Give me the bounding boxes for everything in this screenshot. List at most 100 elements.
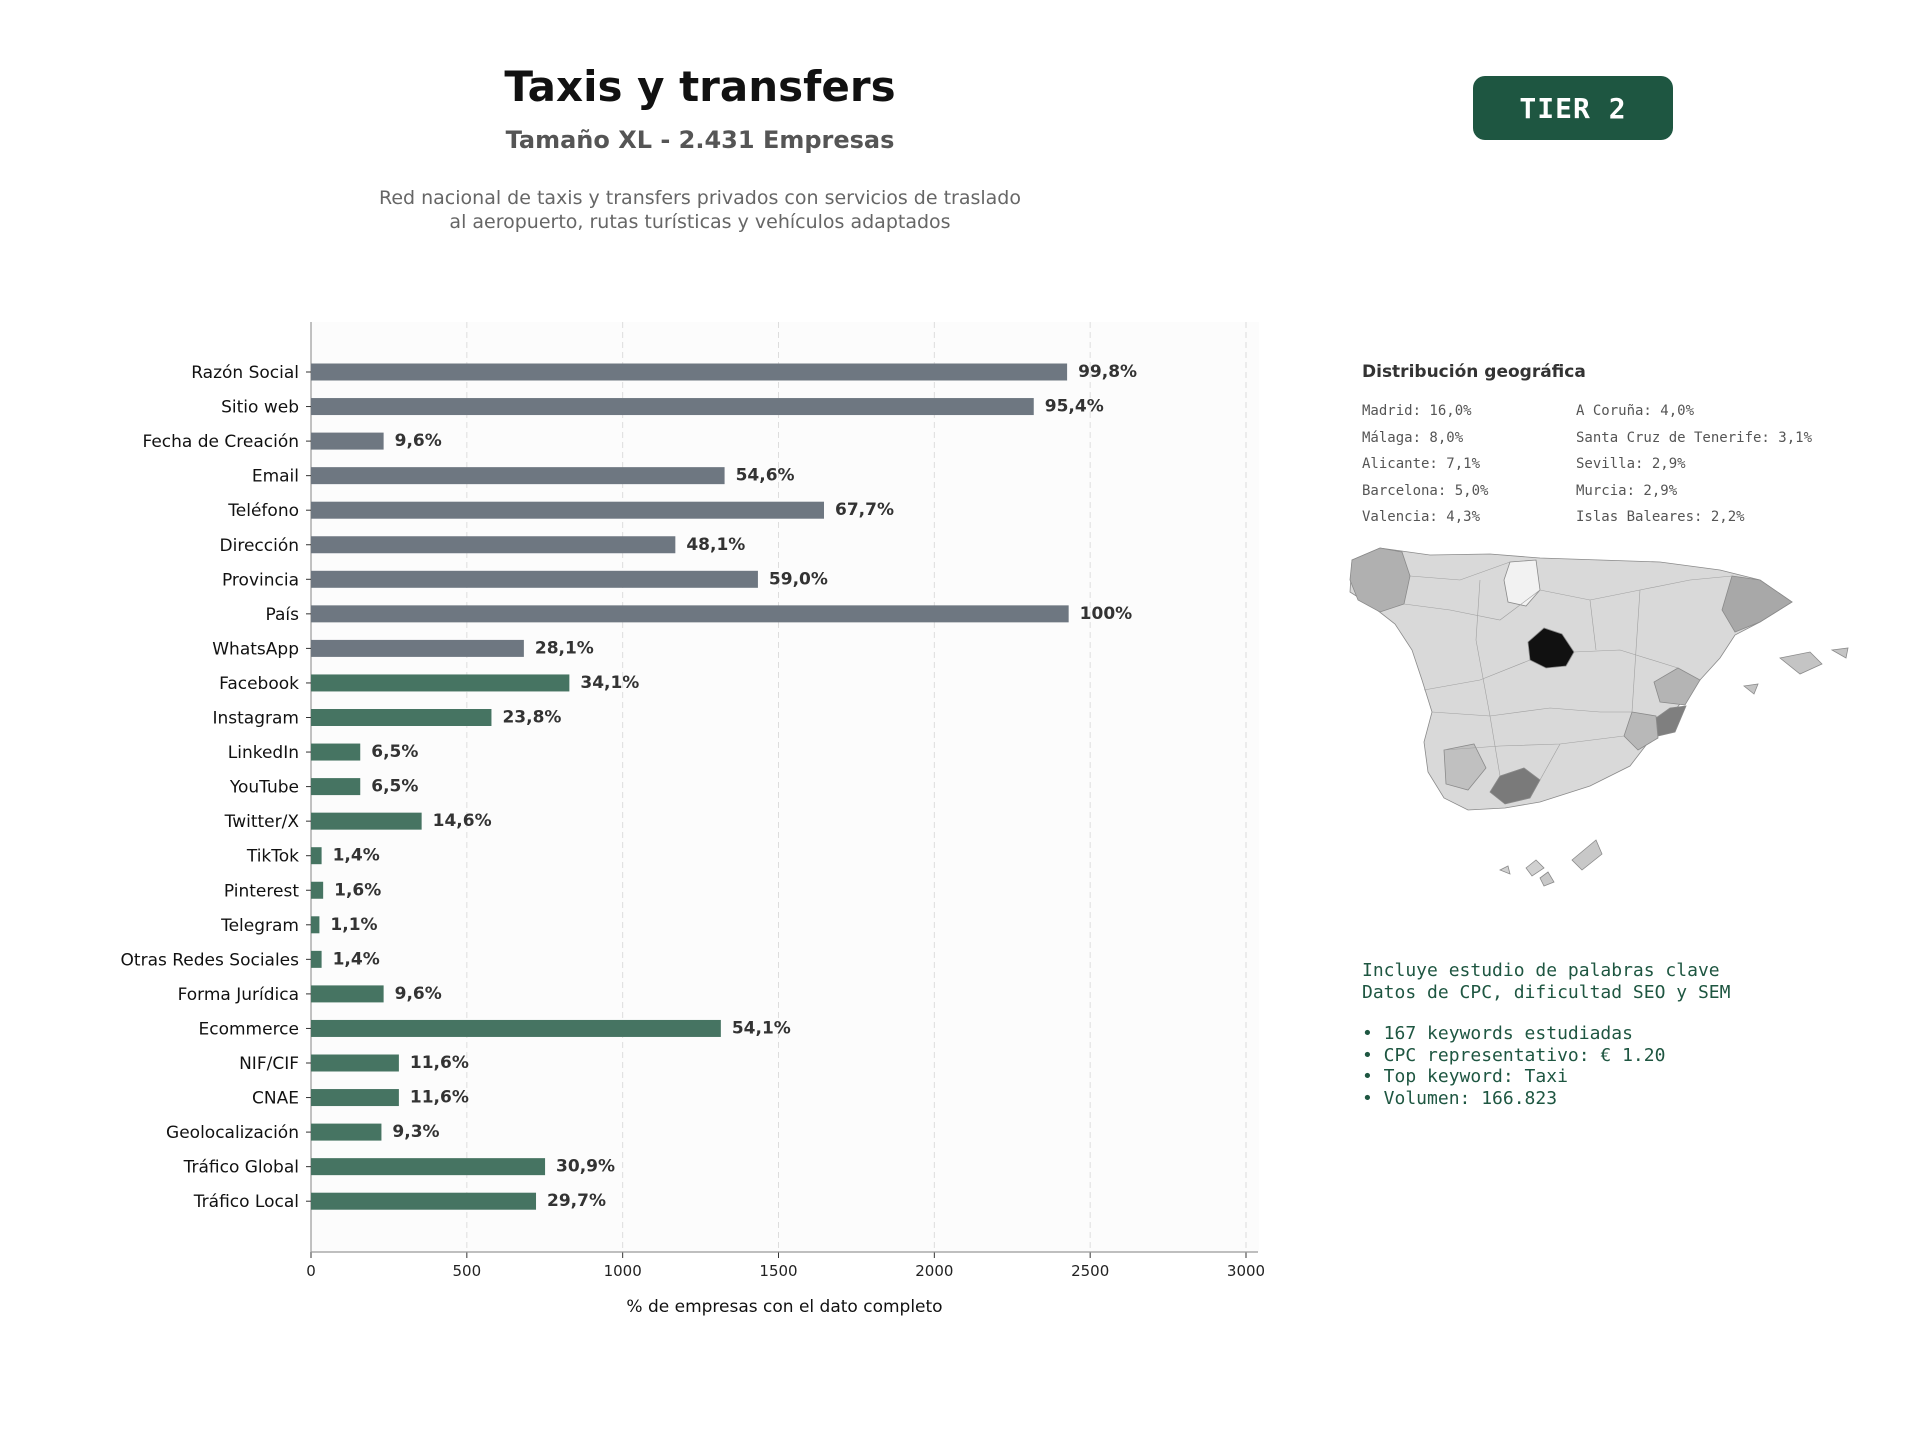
category-label: Email (252, 467, 299, 487)
data-label: 100% (1080, 604, 1133, 624)
category-label: Geolocalización (166, 1123, 299, 1143)
geo-entry: Barcelona: 5,0% (1362, 482, 1489, 499)
bar (311, 709, 492, 726)
keywords-line-2: Datos de CPC, dificultad SEO y SEM (1362, 981, 1731, 1003)
category-label: Ecommerce (199, 1019, 300, 1039)
geo-entry: Santa Cruz de Tenerife: 3,1% (1576, 429, 1813, 446)
completeness-bar-chart: 0 500 1000 1500 2000 2500 3000 Razón Social 99,8… (121, 322, 1265, 1317)
bar (311, 363, 1068, 381)
category-label: Dirección (220, 536, 299, 556)
data-label: 54,6% (736, 466, 795, 486)
geo-list-right: A Coruña: 4,0% Santa Cruz de Tenerife: 3… (1576, 398, 1812, 531)
map-north-pale (1503, 559, 1541, 607)
geo-entry: A Coruña: 4,0% (1576, 403, 1695, 419)
keywords-bullet: • Top keyword: Taxi (1362, 1066, 1568, 1087)
data-label: 99,8% (1078, 362, 1137, 382)
x-tick-label: 2500 (1071, 1262, 1109, 1280)
data-label: 14,6% (433, 811, 492, 831)
geo-entry: Valencia: 4,3% (1362, 509, 1481, 525)
category-label: CNAE (252, 1089, 299, 1109)
description-line-2: al aeropuerto, rutas turísticas y vehícu… (449, 211, 951, 233)
map-baleares-1 (1779, 651, 1823, 675)
category-label: Pinterest (224, 881, 299, 901)
x-tick-label: 3000 (1227, 1262, 1265, 1280)
x-axis-label: % de empresas con el dato completo (626, 1297, 942, 1317)
geo-entry: Islas Baleares: 2,2% (1576, 509, 1745, 525)
keywords-panel: Incluye estudio de palabras clave Datos … (1362, 960, 1730, 1109)
category-label: LinkedIn (228, 743, 299, 763)
category-label: País (266, 605, 300, 625)
geo-entry: Sevilla: 2,9% (1576, 456, 1686, 472)
bar (311, 432, 384, 450)
data-label: 11,6% (410, 1088, 469, 1108)
bar (311, 1158, 546, 1176)
map-sevilla (1443, 743, 1487, 791)
x-tick-label: 0 (306, 1262, 316, 1280)
bar (311, 1019, 721, 1037)
keywords-line-1: Incluye estudio de palabras clave (1362, 960, 1720, 981)
bar (311, 1089, 399, 1107)
data-label: 23,8% (502, 708, 561, 728)
category-label: NIF/CIF (239, 1054, 299, 1074)
data-label: 48,1% (686, 535, 745, 555)
bar (311, 1123, 382, 1141)
data-label: 9,3% (392, 1122, 439, 1142)
map-malaga (1489, 767, 1541, 805)
bar (311, 881, 324, 899)
geo-entry: Málaga: 8,0% (1362, 429, 1464, 446)
keywords-bullet: • 167 keywords estudiadas (1362, 1023, 1633, 1044)
category-label: Twitter/X (224, 812, 300, 832)
bar (311, 605, 1069, 623)
data-label: 1,1% (330, 915, 377, 935)
data-label: 34,1% (580, 673, 639, 693)
category-label: Teléfono (227, 501, 299, 521)
data-label: 59,0% (769, 569, 828, 589)
x-tick-label: 1500 (759, 1262, 797, 1280)
map-catalonia (1721, 575, 1793, 633)
category-label: Instagram (213, 709, 300, 729)
category-label: Sitio web (221, 398, 299, 418)
map-canarias-2 (1525, 859, 1545, 877)
data-label: 1,4% (333, 846, 380, 866)
spain-map (1349, 547, 1849, 887)
category-label: Provincia (222, 570, 299, 590)
bar (311, 778, 361, 796)
category-label: Razón Social (191, 363, 299, 383)
bar (311, 398, 1034, 416)
data-label: 9,6% (395, 984, 442, 1004)
geo-entry: Madrid: 16,0% (1362, 403, 1472, 419)
category-label: Telegram (220, 916, 299, 936)
data-label: 67,7% (835, 500, 894, 520)
data-label: 30,9% (556, 1157, 615, 1177)
map-murcia (1623, 711, 1659, 751)
bar (311, 639, 524, 657)
data-label: 54,1% (732, 1018, 791, 1038)
map-baleares-3 (1743, 683, 1759, 695)
bar (311, 674, 570, 692)
bar (311, 812, 422, 830)
map-baleares-2 (1830, 647, 1849, 659)
geo-entry: Murcia: 2,9% (1576, 482, 1678, 499)
category-label: YouTube (229, 778, 299, 798)
x-tick-label: 2000 (915, 1262, 953, 1280)
bar (311, 985, 384, 1003)
tier-badge: TIER 2 (1473, 76, 1673, 140)
map-valencia (1653, 667, 1701, 706)
x-tick-label: 500 (453, 1262, 482, 1280)
data-label: 29,7% (547, 1191, 606, 1211)
geo-title: Distribución geográfica (1362, 362, 1586, 382)
data-label: 11,6% (410, 1053, 469, 1073)
bar (311, 743, 361, 761)
page-subtitle: Tamaño XL - 2.431 Empresas (505, 126, 895, 154)
map-madrid (1527, 627, 1575, 669)
page-title: Taxis y transfers (504, 62, 896, 111)
bar (311, 570, 758, 588)
geo-list-left: Madrid: 16,0% Málaga: 8,0% Alicante: 7,1… (1362, 398, 1488, 531)
bar (311, 1192, 537, 1210)
map-canarias-4 (1499, 865, 1511, 875)
data-label: 1,4% (333, 949, 380, 969)
data-label: 1,6% (334, 880, 381, 900)
x-tick-label: 1000 (604, 1262, 642, 1280)
category-label: Tráfico Global (183, 1158, 299, 1178)
keywords-bullet: • Volumen: 166.823 (1362, 1087, 1558, 1109)
